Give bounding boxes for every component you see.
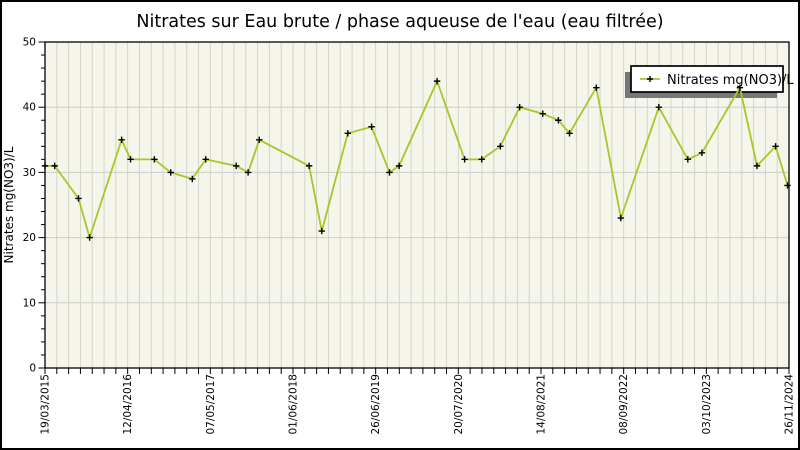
plot-frame — [44, 41, 790, 369]
data-point-marker — [497, 143, 504, 150]
vertical-gridlines — [56, 42, 778, 368]
data-point-marker — [75, 195, 82, 202]
y-tick-label: 50 — [23, 37, 36, 49]
data-point-marker — [189, 175, 196, 183]
data-point-marker — [344, 130, 352, 137]
data-point-marker — [784, 182, 791, 189]
data-point-marker — [433, 77, 441, 85]
data-point-marker — [655, 104, 662, 111]
data-point-marker — [753, 162, 761, 170]
data-point-marker — [461, 156, 468, 163]
data-point-marker — [86, 234, 93, 241]
data-point-marker — [368, 123, 375, 130]
x-tick-label: 14/08/2021 — [536, 374, 548, 435]
x-tick-label: 26/11/2024 — [784, 374, 796, 435]
x-tick-label: 07/05/2017 — [205, 374, 217, 435]
data-point-marker — [684, 156, 692, 163]
x-tick-label: 08/09/2022 — [618, 374, 630, 435]
data-point-marker — [566, 130, 573, 137]
y-tick-label: 10 — [23, 297, 36, 309]
legend-label: Nitrates mg(NO3)/L — [667, 73, 794, 88]
data-point-marker — [593, 84, 600, 91]
data-point-marker — [617, 214, 625, 222]
data-point-marker — [118, 136, 125, 143]
data-point-marker — [51, 162, 58, 170]
x-tick-label: 12/04/2016 — [122, 374, 134, 435]
chart-title: Nitrates sur Eau brute / phase aqueuse d… — [136, 12, 663, 32]
y-axis-ticks — [38, 41, 45, 369]
data-point-marker — [305, 162, 313, 170]
data-point-marker — [386, 169, 393, 176]
data-point-marker — [318, 227, 325, 235]
data-point-marker — [127, 156, 134, 163]
x-tick-label: 26/06/2019 — [370, 374, 382, 435]
data-point-marker — [41, 162, 49, 170]
data-point-marker — [698, 149, 706, 157]
data-line — [45, 78, 789, 241]
x-tick-label: 20/07/2020 — [453, 374, 465, 435]
data-point-marker — [256, 136, 263, 143]
x-tick-label: 19/03/2015 — [40, 374, 52, 435]
data-point-marker — [516, 104, 523, 111]
y-tick-label: 40 — [23, 102, 36, 114]
data-point-marker — [772, 143, 779, 150]
data-point-marker — [539, 110, 546, 117]
legend-sample-marker-icon — [647, 76, 653, 82]
data-point-marker — [202, 156, 209, 163]
y-tick-label: 0 — [29, 363, 36, 375]
x-tick-label: 01/06/2018 — [288, 374, 300, 435]
data-point-marker — [478, 156, 485, 163]
y-axis-title: Nitrates mg(NO3)/L — [2, 146, 16, 263]
data-point-marker — [244, 169, 252, 176]
data-point-marker — [736, 84, 744, 91]
data-point-marker — [395, 162, 403, 170]
y-tick-label: 30 — [23, 167, 36, 179]
x-axis-ticks — [44, 368, 790, 374]
data-point-marker — [151, 156, 158, 163]
x-axis-labels: 19/03/2015 12/04/2016 07/05/2017 01/06/2018… — [40, 374, 796, 435]
data-markers — [41, 77, 791, 241]
x-tick-label: 03/10/2023 — [701, 374, 713, 435]
data-point-marker — [233, 162, 240, 170]
data-point-marker — [167, 169, 174, 176]
y-tick-label: 20 — [23, 232, 36, 244]
y-axis-labels: 0 10 20 30 40 50 — [23, 37, 36, 375]
data-point-marker — [555, 117, 562, 124]
